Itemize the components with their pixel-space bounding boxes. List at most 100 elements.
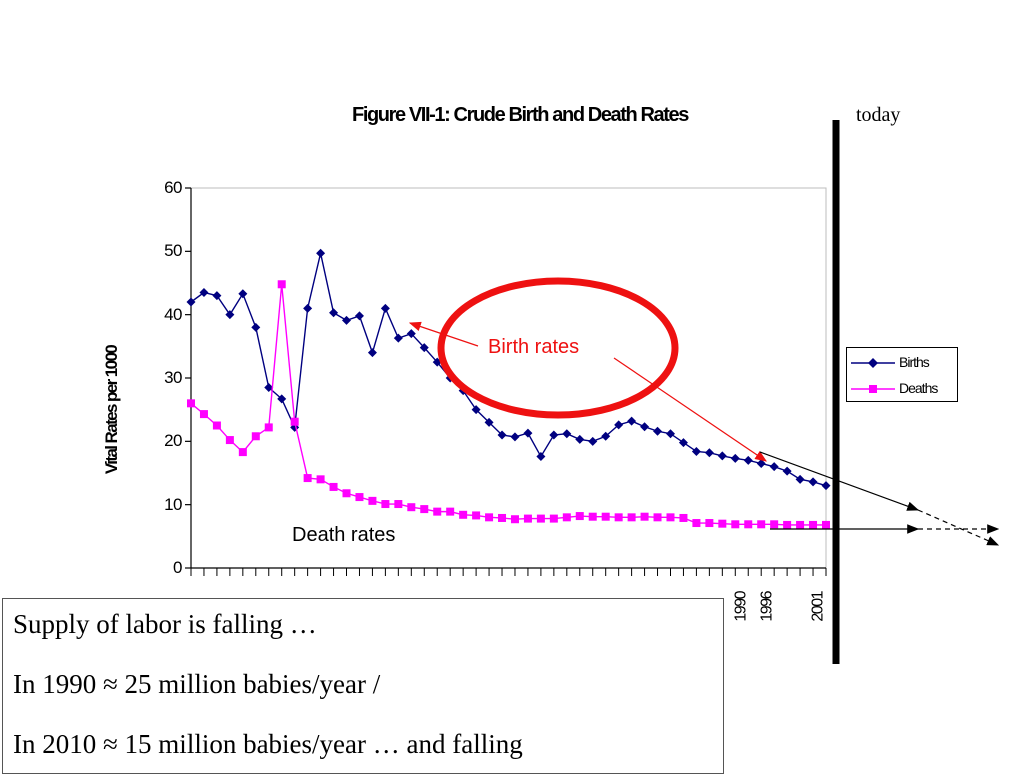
birth-data-point <box>393 333 403 343</box>
birth-data-point <box>238 289 248 299</box>
death-data-point <box>783 520 792 529</box>
birth-data-point <box>653 426 663 436</box>
birth-data-point <box>354 311 364 321</box>
death-data-point <box>199 410 208 419</box>
death-data-point <box>225 436 234 445</box>
birth-data-point <box>212 291 222 301</box>
death-data-point <box>264 423 273 432</box>
birth-data-point <box>678 438 688 448</box>
birth-data-point <box>277 394 287 404</box>
death-data-point <box>562 513 571 522</box>
y-tick-label: 10 <box>164 494 182 514</box>
birth-data-point <box>627 416 637 426</box>
birth-data-point <box>743 455 753 465</box>
birth-data-point <box>601 431 611 441</box>
death-data-point <box>666 513 675 522</box>
birth-rates-oval <box>437 277 679 419</box>
death-data-point <box>238 448 247 457</box>
birth-data-point <box>225 310 235 320</box>
death-data-point <box>342 489 351 498</box>
death-data-point <box>459 510 468 519</box>
death-data-point <box>627 513 636 522</box>
legend-item-deaths: Deaths <box>847 376 959 402</box>
birth-data-point <box>665 429 675 439</box>
birth-data-point <box>782 466 792 476</box>
death-data-point <box>472 511 481 520</box>
death-data-point <box>705 519 714 528</box>
death-data-point <box>679 513 688 522</box>
death-data-point <box>303 474 312 483</box>
death-data-point <box>549 514 558 523</box>
birth-data-point <box>329 308 339 318</box>
birth-data-point <box>730 453 740 463</box>
death-data-point <box>433 507 442 516</box>
birth-data-point <box>380 303 390 313</box>
death-data-point <box>757 520 766 529</box>
birth-data-point <box>717 451 727 461</box>
birth-data-point <box>704 448 714 458</box>
y-tick-label: 20 <box>164 431 182 451</box>
summary-line-2: In 1990 ≈ 25 million babies/year / <box>13 669 381 699</box>
birth-data-point <box>549 430 559 440</box>
today-label: today <box>856 104 901 126</box>
death-data-point <box>770 520 779 529</box>
series-line-deaths <box>190 284 826 526</box>
death-data-point <box>744 520 753 529</box>
birth-data-point <box>186 297 196 307</box>
death-data-point <box>523 514 532 523</box>
death-data-point <box>290 417 299 426</box>
y-tick-label: 40 <box>164 304 182 324</box>
birth-data-point <box>614 420 624 430</box>
death-data-point <box>640 512 649 521</box>
legend-label-deaths: Deaths <box>899 380 938 396</box>
death-rates-annotation: Death rates <box>292 524 396 546</box>
summary-line-1: Supply of labor is falling … <box>13 609 317 639</box>
birth-data-point <box>523 428 533 438</box>
death-data-point <box>381 500 390 509</box>
birth-data-point <box>406 329 416 339</box>
death-data-point <box>718 519 727 528</box>
death-data-point <box>822 520 830 529</box>
y-tick-label: 0 <box>173 558 182 577</box>
birth-data-point <box>575 434 585 444</box>
death-data-point <box>588 512 597 521</box>
birth-data-point <box>342 315 352 325</box>
death-data-point <box>251 432 260 441</box>
birth-data-point <box>769 462 779 472</box>
death-data-point <box>601 512 610 521</box>
death-data-point <box>796 520 805 529</box>
chart-title: Figure VII-1: Crude Birth and Death Rate… <box>352 104 689 126</box>
death-data-point <box>277 280 286 289</box>
death-data-point <box>368 496 377 505</box>
birth-data-point <box>536 452 546 462</box>
legend-item-births: Births <box>847 350 959 376</box>
death-data-point <box>614 513 623 522</box>
birth-data-point <box>303 303 313 313</box>
death-data-point <box>212 421 221 430</box>
death-data-point <box>653 513 662 522</box>
birth-data-point <box>251 322 261 332</box>
y-tick-label: 60 <box>164 178 182 197</box>
birth-rates-annotation: Birth rates <box>488 336 580 358</box>
birth-data-point <box>419 343 429 353</box>
summary-line-3: In 2010 ≈ 15 million babies/year … and f… <box>13 729 523 759</box>
birth-projection-dashed <box>917 509 1000 546</box>
birth-data-point <box>795 474 805 484</box>
birth-data-point <box>808 477 818 487</box>
birth-data-point <box>821 481 831 491</box>
death-data-point <box>420 505 429 514</box>
square-marker-icon <box>851 385 895 393</box>
chart-legend: Births Deaths <box>846 347 958 402</box>
legend-label-births: Births <box>899 354 930 370</box>
death-data-point <box>355 493 364 502</box>
birth-data-point <box>640 422 650 432</box>
birth-data-point <box>484 417 494 427</box>
death-data-point <box>394 500 403 509</box>
birth-projection-solid <box>759 451 920 511</box>
death-data-point <box>809 520 818 529</box>
birth-data-point <box>264 383 274 392</box>
birth-arrow-left <box>408 321 479 347</box>
birth-data-point <box>316 248 326 258</box>
birth-data-point <box>497 430 507 440</box>
